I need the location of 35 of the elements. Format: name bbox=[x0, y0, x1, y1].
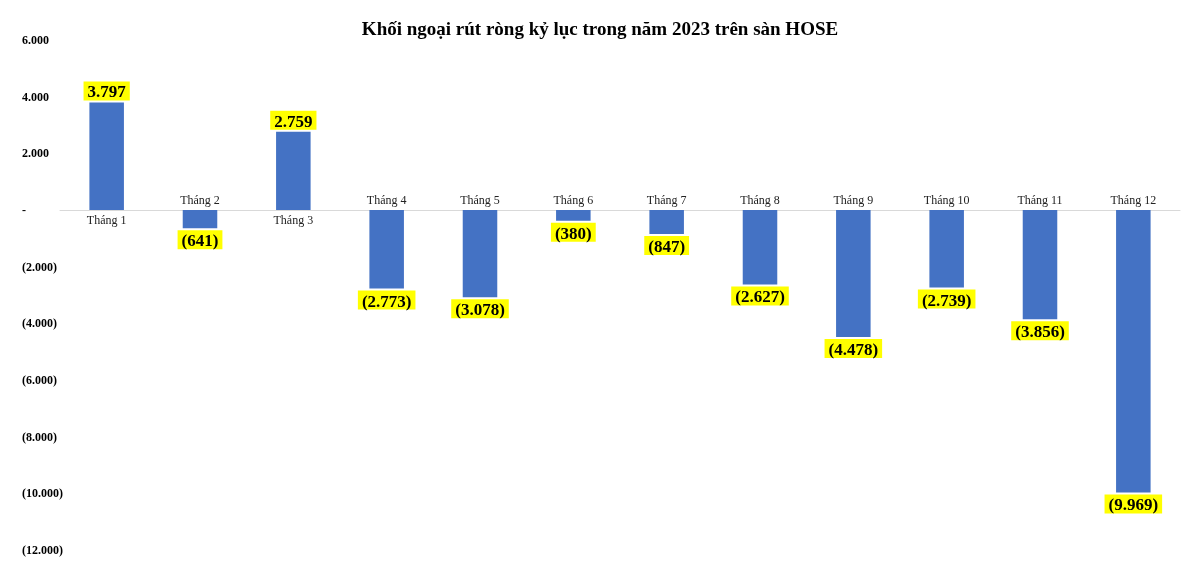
x-tick-label: Tháng 12 bbox=[1110, 193, 1157, 207]
data-label: (4.478) bbox=[828, 339, 879, 359]
data-label: 3.797 bbox=[87, 82, 127, 102]
y-tick-label: 6.000 bbox=[22, 33, 49, 47]
y-tick-label: (8.000) bbox=[22, 429, 57, 444]
x-tick-label: Tháng 10 bbox=[923, 193, 970, 207]
y-tick-label: - bbox=[22, 203, 26, 217]
x-tick-label: Tháng 2 bbox=[180, 193, 220, 207]
y-tick-label: 2.000 bbox=[22, 146, 49, 161]
x-tick-label: Tháng 9 bbox=[833, 193, 874, 207]
x-tick-label: Tháng 4 bbox=[366, 193, 407, 207]
x-tick-label: Tháng 6 bbox=[553, 193, 594, 207]
data-label: (3.078) bbox=[455, 300, 505, 320]
data-label: (380) bbox=[554, 223, 592, 243]
x-tick-label: Tháng 3 bbox=[273, 213, 314, 227]
data-label: (3.856) bbox=[1015, 322, 1065, 342]
x-tick-label: Tháng 5 bbox=[460, 193, 500, 207]
data-label: (2.627) bbox=[735, 287, 785, 307]
x-tick-label: Tháng 7 bbox=[646, 193, 687, 207]
y-tick-label: (2.000) bbox=[22, 259, 57, 274]
chart-title: Khối ngoại rút ròng kỷ lục trong năm 2023 trên sàn HOSE bbox=[361, 18, 839, 39]
data-label: (2.773) bbox=[361, 291, 412, 311]
y-tick-label: (12.000) bbox=[22, 543, 63, 557]
data-label: (847) bbox=[648, 237, 686, 256]
y-tick-label: (10.000) bbox=[22, 486, 63, 501]
x-tick-label: Tháng 11 bbox=[1017, 193, 1063, 207]
y-tick-label: (4.000) bbox=[22, 316, 57, 331]
y-tick-label: (6.000) bbox=[22, 373, 57, 387]
y-tick-label: 4.000 bbox=[22, 89, 49, 104]
data-label: (641) bbox=[181, 231, 219, 251]
x-tick-label: Tháng 8 bbox=[740, 193, 780, 207]
data-label: (9.969) bbox=[1108, 495, 1159, 515]
x-tick-label: Tháng 1 bbox=[86, 213, 127, 227]
data-label: (2.739) bbox=[921, 290, 972, 310]
data-label: 2.759 bbox=[274, 111, 313, 131]
